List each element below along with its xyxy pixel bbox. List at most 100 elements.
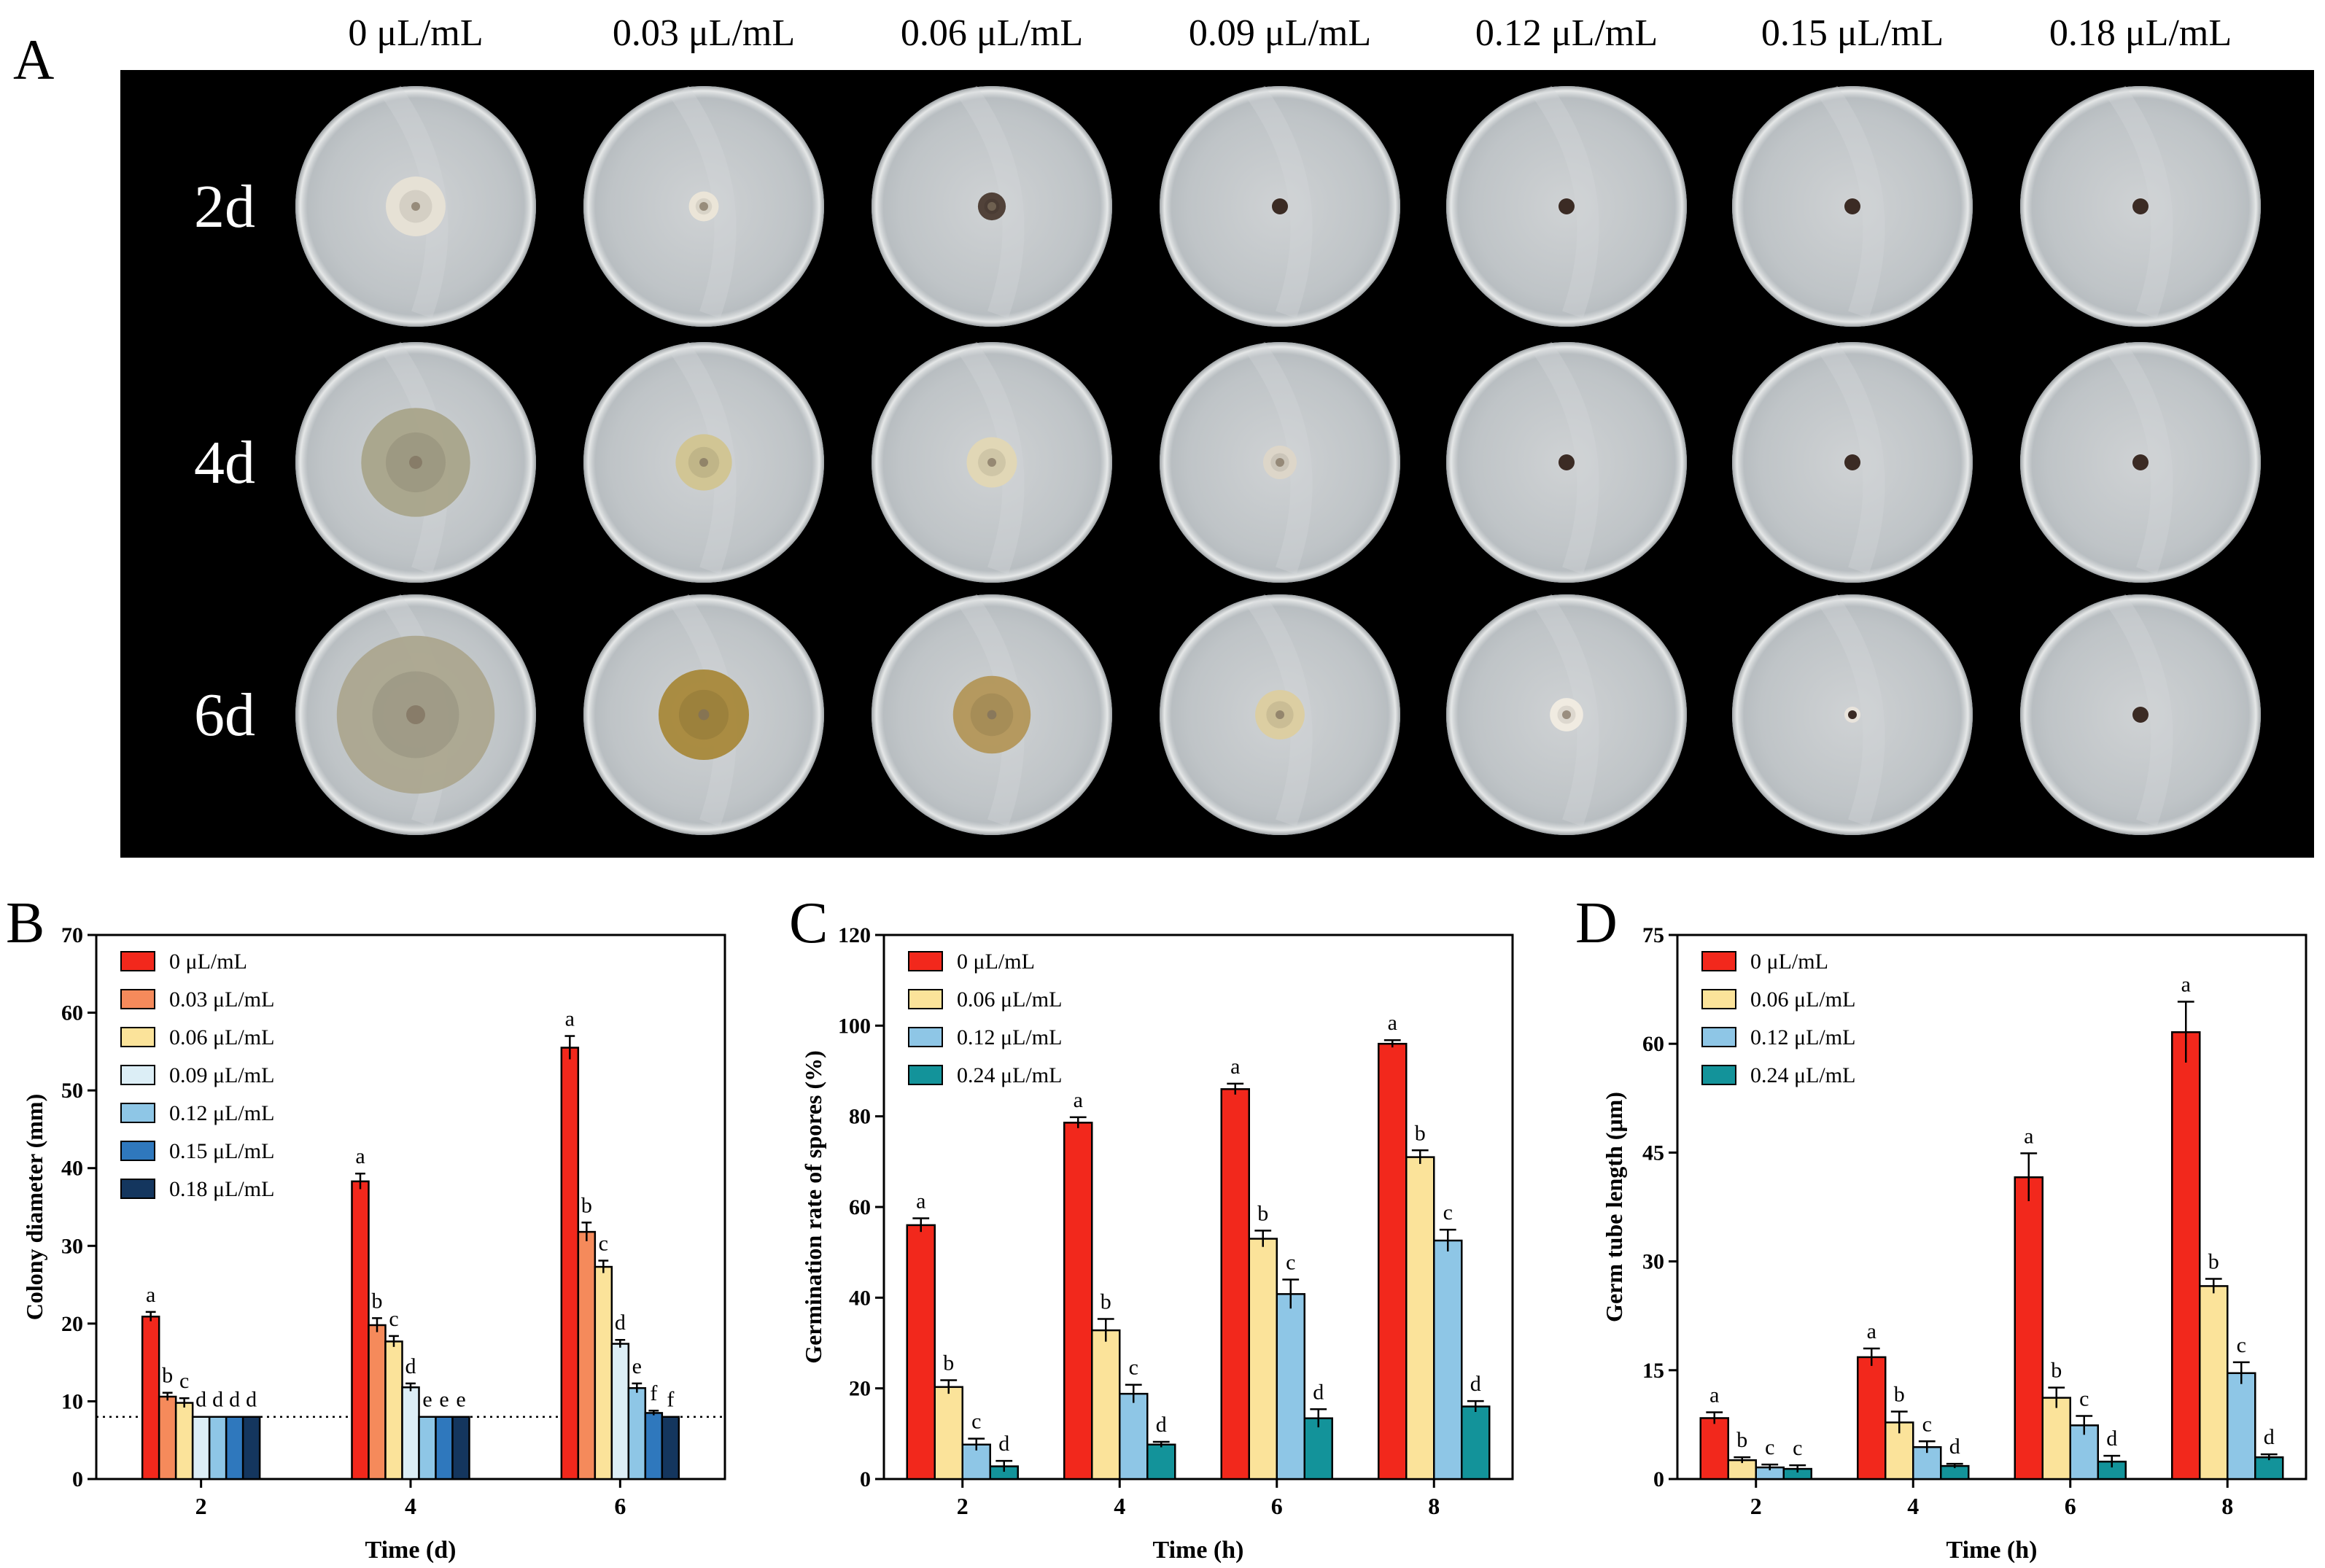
x-tick-label: 8 [1428, 1493, 1440, 1519]
agar-reflection [1819, 341, 1885, 575]
x-tick-label: 2 [1750, 1493, 1762, 1519]
petri-dish [1160, 341, 1400, 583]
agar-reflection [1819, 85, 1885, 319]
legend-swatch [120, 989, 155, 1009]
significance-letter: a [2181, 973, 2191, 997]
significance-letter: c [179, 1369, 189, 1393]
column-header: 0.09 μL/mL [1189, 12, 1371, 54]
significance-letter: f [667, 1388, 674, 1412]
significance-letter: d [998, 1432, 1009, 1456]
significance-letter: c [1286, 1250, 1295, 1274]
agar-reflection [2107, 594, 2173, 827]
legend-swatch [908, 1027, 943, 1047]
x-tick-label: 6 [2065, 1493, 2076, 1519]
legend-swatch [120, 951, 155, 971]
bar [351, 1180, 370, 1480]
row-day-label: 2d [194, 173, 255, 241]
column-header: 0.18 μL/mL [2049, 12, 2232, 54]
significance-letter: c [1129, 1356, 1138, 1380]
panel-label: C [789, 891, 828, 955]
y-tick-label: 60 [61, 1001, 83, 1025]
colony-center [1562, 710, 1571, 719]
x-tick-label: 6 [614, 1493, 626, 1519]
legend-entry: 0.24 μL/mL [1750, 1063, 1855, 1087]
petri-dish [1732, 341, 1973, 583]
significance-letter: c [1922, 1412, 1932, 1436]
legend-entry: 0.09 μL/mL [169, 1063, 274, 1087]
significance-letter: d [195, 1388, 206, 1412]
petri-dish [1446, 341, 1687, 583]
column-header: 0.15 μL/mL [1761, 12, 1944, 54]
bar [401, 1386, 420, 1480]
colony-center [987, 710, 997, 720]
bar [1461, 1405, 1491, 1480]
significance-letter: d [1156, 1413, 1167, 1437]
petri-dish [872, 594, 1112, 835]
bar [1063, 1122, 1093, 1480]
column-header: 0.03 μL/mL [613, 12, 795, 54]
x-tick-label: 4 [405, 1493, 416, 1519]
concentration-headers: 0 μL/mL 0.03 μL/mL 0.06 μL/mL 0.09 μL/mL 0.1… [348, 12, 2232, 54]
bar [577, 1230, 597, 1480]
inoculum-plug [2132, 198, 2149, 214]
x-tick-label: 4 [1114, 1493, 1125, 1519]
agar-reflection [1533, 341, 1599, 575]
y-tick-label: 60 [849, 1195, 871, 1219]
bar [1727, 1459, 1757, 1480]
legend-entry: 0.06 μL/mL [169, 1025, 274, 1049]
significance-letter: a [1074, 1088, 1083, 1112]
colony-center [1276, 710, 1284, 719]
petri-dish [2020, 85, 2261, 327]
agar-reflection [1246, 341, 1313, 575]
y-tick-label: 60 [1642, 1032, 1664, 1056]
bar [1091, 1329, 1121, 1480]
x-tick-label: 6 [1271, 1493, 1283, 1519]
bar [961, 1443, 991, 1480]
bar [2227, 1372, 2256, 1480]
y-tick-label: 40 [849, 1286, 871, 1310]
colony-center [699, 458, 708, 467]
bar [934, 1386, 963, 1480]
significance-letter: a [146, 1283, 155, 1307]
legend-entry: 0.24 μL/mL [957, 1063, 1062, 1087]
bar [560, 1047, 580, 1480]
y-tick-label: 20 [61, 1312, 83, 1336]
legend-swatch [120, 1065, 155, 1085]
y-tick-label: 50 [61, 1079, 83, 1103]
significance-letter: e [422, 1388, 432, 1412]
bar [1276, 1293, 1305, 1480]
y-tick-label: 100 [838, 1014, 871, 1038]
panel-label: D [1575, 891, 1618, 955]
bar [225, 1416, 244, 1480]
significance-letter: d [405, 1354, 416, 1378]
petri-dish [583, 341, 824, 583]
significance-letter: e [439, 1388, 449, 1412]
bar [627, 1387, 647, 1480]
bar [1303, 1417, 1333, 1480]
colony-center [987, 458, 996, 467]
legend-swatch [1701, 1027, 1736, 1047]
legend-entry: 0 μL/mL [169, 950, 247, 974]
agar-reflection [1246, 85, 1313, 319]
colony-center [409, 456, 422, 469]
significance-letter: b [2208, 1249, 2219, 1273]
y-tick-label: 30 [1642, 1250, 1664, 1274]
y-tick-label: 45 [1642, 1141, 1664, 1165]
panel-label: B [6, 891, 44, 955]
significance-letter: a [565, 1007, 575, 1031]
bar [1857, 1356, 1887, 1480]
bar [158, 1395, 177, 1480]
panel-c-chart: C0204060801001202abcd4abcd6abcd8abcdTime… [789, 891, 1514, 1564]
significance-letter: c [1443, 1200, 1453, 1224]
inoculum-plug [1272, 198, 1288, 214]
significance-letter: c [599, 1232, 608, 1256]
colony-center [987, 202, 996, 211]
y-tick-label: 75 [1642, 923, 1664, 947]
colony-center [411, 202, 420, 211]
bar [661, 1416, 680, 1480]
agar-reflection [2107, 341, 2173, 575]
petri-dish [1160, 594, 1400, 835]
significance-letter: b [581, 1193, 592, 1217]
petri-dish [295, 341, 536, 583]
